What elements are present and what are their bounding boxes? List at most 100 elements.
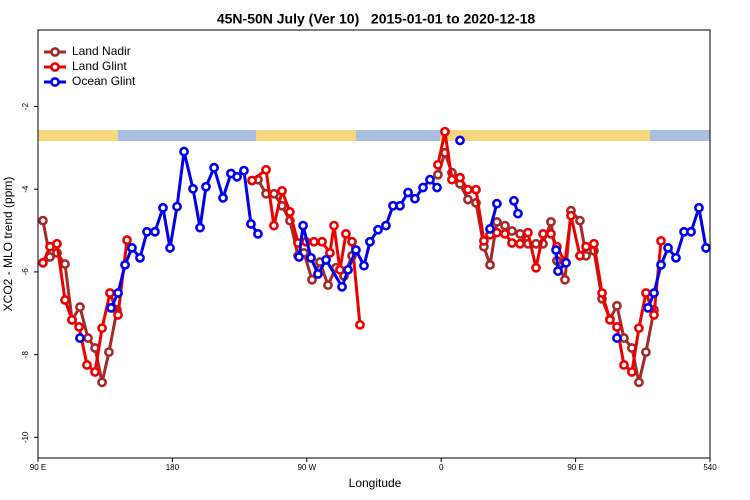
data-point — [523, 227, 533, 238]
data-point — [575, 250, 585, 261]
data-point — [321, 255, 331, 265]
data-point — [60, 295, 70, 305]
data-point — [285, 207, 295, 217]
data-point — [247, 175, 257, 186]
plot-frame — [37, 29, 711, 459]
data-point — [38, 257, 48, 268]
plot-area — [38, 126, 711, 388]
data-point — [343, 264, 353, 275]
data-point — [179, 146, 189, 157]
data-point — [485, 259, 495, 270]
data-point — [612, 300, 622, 311]
data-point — [104, 347, 114, 358]
data-point — [373, 224, 383, 235]
data-point — [433, 169, 443, 180]
data-point — [671, 252, 681, 263]
data-point — [317, 236, 327, 247]
data-point — [492, 198, 502, 209]
data-point — [410, 193, 420, 204]
data-point — [656, 235, 666, 246]
data-point — [135, 252, 145, 263]
data-point — [142, 226, 152, 237]
data-point — [551, 245, 561, 255]
data-point — [120, 259, 130, 270]
data-point — [277, 185, 287, 196]
data-point — [75, 302, 85, 312]
x-tick-label: 90 W — [297, 463, 316, 472]
data-point — [90, 367, 100, 377]
data-point — [500, 220, 510, 231]
data-point — [605, 314, 615, 325]
data-point — [395, 200, 405, 211]
data-point — [515, 228, 525, 239]
x-tick-label: 90 E — [30, 463, 46, 472]
data-point — [209, 162, 219, 173]
land-mask-strip — [38, 130, 710, 141]
data-point — [246, 219, 256, 229]
data-point — [306, 252, 316, 263]
data-point — [335, 264, 345, 275]
data-point — [83, 333, 93, 343]
data-point — [538, 228, 548, 239]
data-point — [643, 302, 653, 313]
chart-title: 45N-50N July (Ver 10) 2015-01-01 to 2020… — [217, 11, 536, 27]
data-point — [341, 228, 351, 239]
data-point — [701, 243, 711, 253]
data-point — [52, 238, 62, 249]
data-point — [403, 187, 413, 198]
data-point — [425, 174, 435, 185]
y-tick-label: -6 — [21, 268, 30, 276]
data-point — [113, 310, 123, 320]
data-point — [97, 377, 107, 388]
data-point — [269, 220, 279, 231]
data-point — [253, 228, 263, 239]
data-point — [440, 126, 450, 137]
data-point — [455, 172, 465, 183]
data-point — [307, 274, 317, 285]
data-point — [612, 333, 622, 343]
data-point — [561, 257, 571, 268]
data-point — [113, 288, 123, 298]
data-point — [649, 310, 659, 320]
data-point — [201, 181, 211, 192]
data-point — [38, 215, 48, 226]
data-point — [105, 288, 115, 298]
data-point — [365, 236, 375, 247]
data-point — [127, 243, 137, 253]
data-point — [546, 216, 556, 227]
data-point — [612, 322, 622, 332]
y-axis-label: XCO2 - MLO trend (ppm) — [1, 177, 15, 312]
x-tick-label: 90 E — [567, 463, 583, 472]
data-point — [597, 288, 607, 298]
legend-marker — [50, 47, 60, 57]
data-point — [172, 201, 182, 212]
data-point — [325, 247, 335, 258]
data-point — [500, 228, 510, 239]
y-tick-label: -2 — [21, 102, 30, 110]
data-point — [581, 241, 591, 252]
data-point — [381, 220, 391, 231]
data-point — [575, 215, 585, 226]
data-point — [75, 333, 85, 343]
data-point — [337, 281, 347, 292]
data-point — [294, 252, 304, 262]
series-line — [251, 167, 362, 325]
y-tick-label: -10 — [21, 431, 30, 443]
data-point — [165, 243, 175, 253]
data-point — [150, 226, 160, 237]
y-tick-label: -4 — [21, 185, 30, 193]
data-point — [479, 235, 489, 246]
data-point — [74, 322, 84, 332]
data-point — [122, 235, 132, 245]
data-point — [347, 236, 357, 247]
data-point — [507, 238, 517, 248]
data-point — [218, 192, 228, 203]
data-point — [97, 323, 107, 334]
legend-label: Land Glint — [72, 59, 127, 73]
data-point — [553, 266, 563, 276]
data-point — [313, 269, 323, 279]
data-point — [239, 165, 249, 176]
data-point — [232, 171, 242, 182]
legend-label: Ocean Glint — [72, 74, 136, 88]
